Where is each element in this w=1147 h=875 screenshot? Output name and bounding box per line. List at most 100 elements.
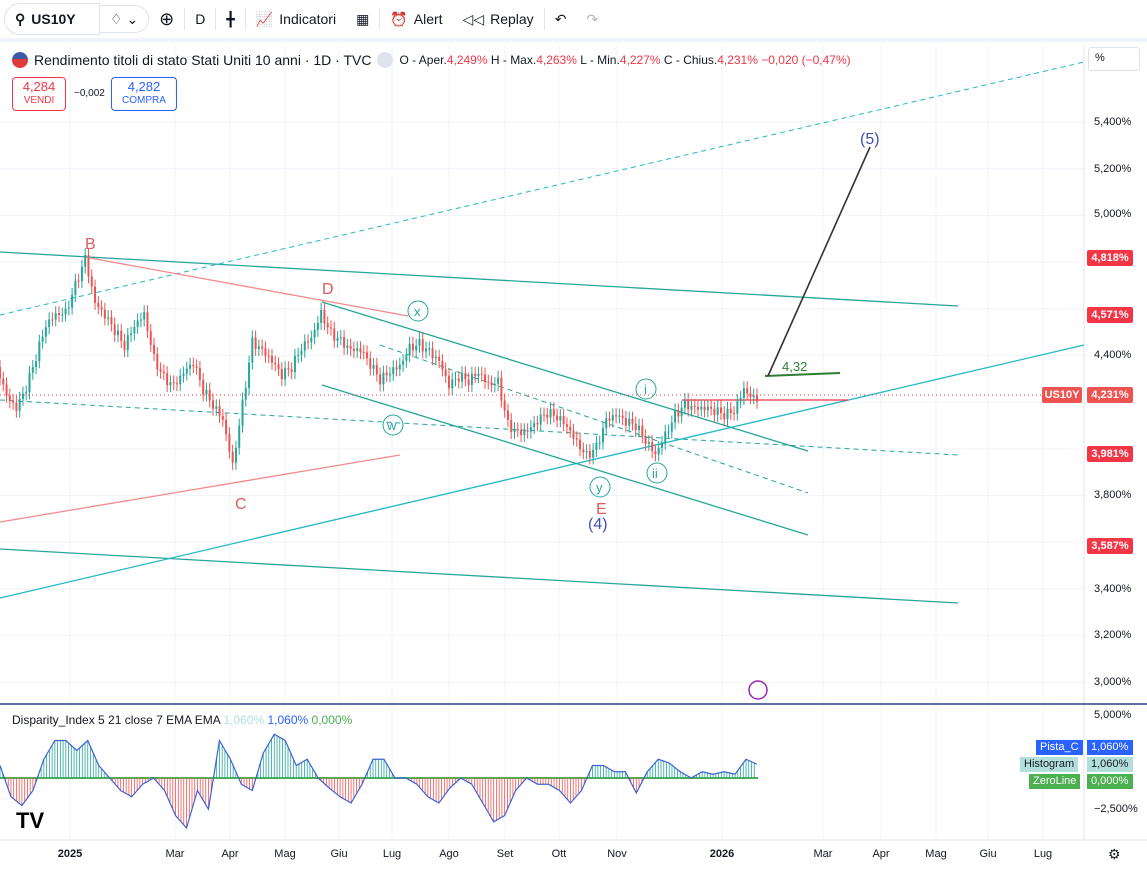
symbol-search[interactable]: ⚲ US10Y <box>4 3 100 35</box>
candle <box>752 395 755 398</box>
candle <box>67 307 70 309</box>
candle <box>733 413 736 415</box>
trendline-top[interactable] <box>0 251 959 307</box>
candle <box>133 326 136 334</box>
candle <box>238 425 241 448</box>
candle <box>116 330 119 336</box>
candle <box>700 406 703 410</box>
replay-button[interactable]: ◁◁ Replay <box>453 3 544 35</box>
candle <box>97 302 100 308</box>
candle <box>366 352 369 359</box>
candle <box>716 407 719 416</box>
chart-type-button[interactable]: ╋ <box>216 3 244 35</box>
redo-button[interactable]: ↷ <box>576 3 608 35</box>
candle <box>54 313 57 320</box>
time-tick: Apr <box>221 848 239 860</box>
candle <box>664 431 667 443</box>
candle <box>218 406 221 416</box>
time-tick: Mag <box>925 848 947 860</box>
candle <box>719 407 722 414</box>
level-line[interactable] <box>764 372 841 377</box>
layouts-button[interactable]: ▦ <box>346 3 379 35</box>
interval-button[interactable]: D <box>185 3 215 35</box>
candle <box>634 423 637 431</box>
alert-button[interactable]: ⏰ Alert <box>380 3 452 35</box>
candle <box>126 335 129 351</box>
candle <box>402 360 405 365</box>
candle <box>644 436 647 444</box>
time-tick: 2025 <box>57 848 83 860</box>
time-tick: Ago <box>439 848 459 860</box>
candle <box>48 319 51 328</box>
wave-w-circle <box>382 414 404 436</box>
sell-button[interactable]: 4,284 VENDI <box>12 77 66 111</box>
histogram-value: 1,060% <box>1087 757 1133 772</box>
candle <box>713 408 716 416</box>
trendline-bottom[interactable] <box>0 548 959 604</box>
wave-label-5: (5) <box>860 131 880 148</box>
wave-label-ii: ii <box>652 466 658 481</box>
candle <box>569 426 572 431</box>
candle <box>710 406 713 409</box>
candle <box>61 314 64 316</box>
price-tick: 5,400% <box>1094 116 1132 128</box>
wave-label-b: B <box>85 236 96 253</box>
dashed-channel[interactable] <box>379 344 809 494</box>
candle <box>149 330 152 345</box>
collapse-icon[interactable] <box>377 52 394 68</box>
compare-button[interactable]: ⊕ <box>149 3 184 35</box>
histogram-tag: Histogram <box>1020 757 1079 772</box>
wave-labels: B C D E (4) (5) x i ii y w 4,32 <box>85 131 880 533</box>
channel-upper[interactable] <box>321 301 809 452</box>
candle <box>346 345 349 348</box>
wave-line-bd[interactable] <box>89 257 409 317</box>
candle <box>362 352 365 354</box>
candle <box>326 323 329 328</box>
candle <box>680 407 683 417</box>
indicator-legend[interactable]: Disparity_Index 5 21 close 7 EMA EMA 1,0… <box>12 713 353 727</box>
candle <box>175 383 178 385</box>
candle <box>372 364 375 369</box>
candle <box>441 361 444 370</box>
candle <box>156 354 159 370</box>
candle <box>447 375 450 389</box>
candle <box>313 329 316 338</box>
candle <box>598 442 601 444</box>
wave-i-circle <box>635 378 657 400</box>
undo-button[interactable]: ↶ <box>545 3 577 35</box>
price-tick: 3,200% <box>1094 629 1132 641</box>
candle <box>130 333 133 336</box>
event-icon[interactable] <box>748 680 768 700</box>
candle <box>254 337 257 349</box>
projection-line[interactable] <box>767 146 871 377</box>
candle <box>231 451 234 463</box>
rewind-icon: ◁◁ <box>462 10 485 27</box>
upper-channel-dashed[interactable] <box>0 61 1085 316</box>
scale-unit-button[interactable]: % <box>1088 47 1140 71</box>
candle <box>159 369 162 372</box>
candle <box>595 442 598 450</box>
channel-lower[interactable] <box>321 384 809 536</box>
candle <box>297 354 300 356</box>
wave-line-ac[interactable] <box>0 454 401 523</box>
candle <box>87 255 90 277</box>
candle <box>536 422 539 425</box>
price-tick: 3,800% <box>1094 489 1132 501</box>
support-line[interactable] <box>0 344 1085 599</box>
candle <box>248 362 251 389</box>
favorites-button[interactable]: ♢ ⌄ <box>100 5 150 33</box>
candle <box>202 379 205 395</box>
candle <box>169 382 172 386</box>
settings-gear-icon[interactable]: ⚙ <box>1108 846 1121 862</box>
indicators-button[interactable]: 📈 Indicatori <box>246 3 346 35</box>
candle <box>320 309 323 323</box>
dashed-mid[interactable] <box>0 399 959 456</box>
divider <box>543 8 545 30</box>
candle <box>549 409 552 418</box>
candle <box>241 399 244 426</box>
candle <box>316 322 319 330</box>
diamond-icon: ♢ ⌄ <box>110 10 139 27</box>
candle <box>667 431 670 433</box>
buy-button[interactable]: 4,282 COMPRA <box>111 77 177 111</box>
